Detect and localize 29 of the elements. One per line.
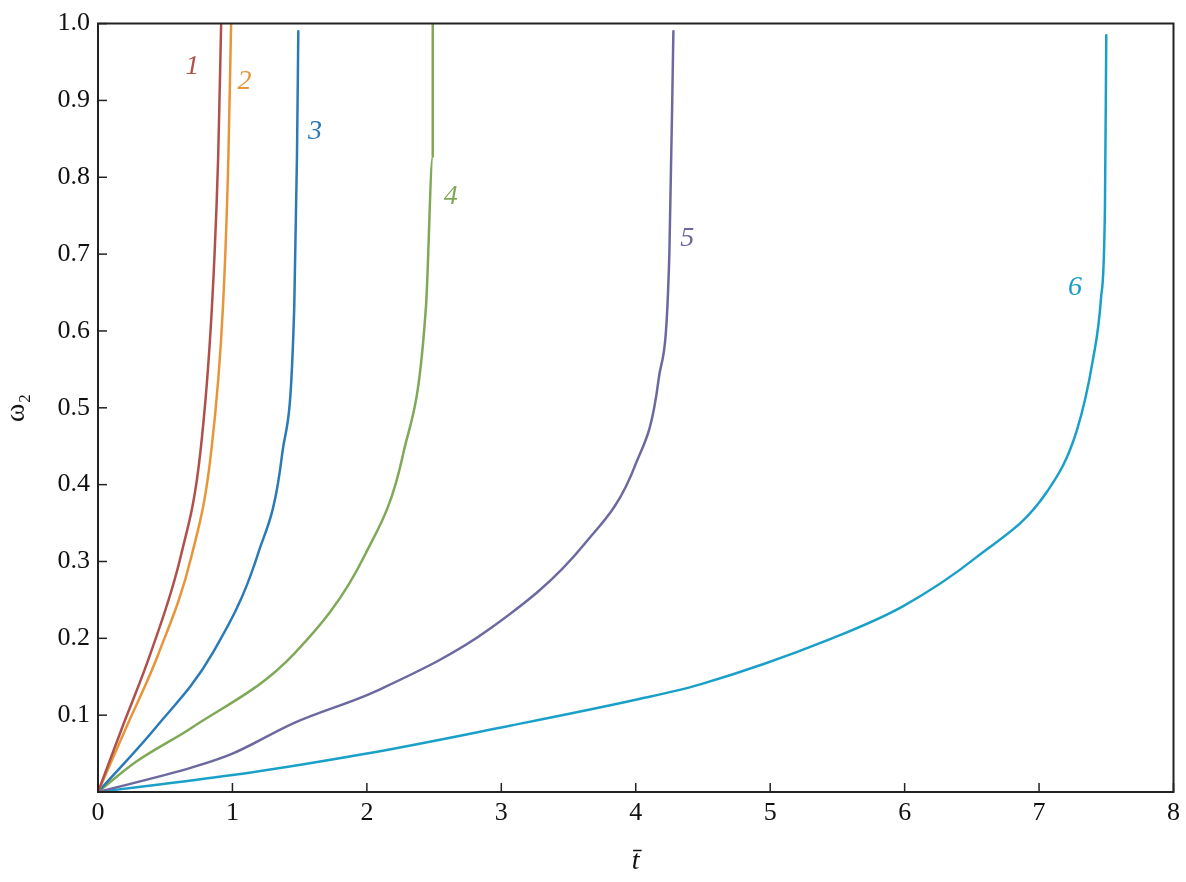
y-tick-label: 0.9	[57, 84, 90, 114]
y-tick-label: 0.6	[57, 314, 90, 344]
y-tick-label: 0.4	[57, 468, 90, 498]
x-tick-label: 1	[225, 797, 239, 827]
y-tick-label: 0.2	[57, 622, 90, 652]
series-label: 5	[680, 221, 695, 253]
y-tick-label: 0.3	[57, 545, 90, 575]
x-tick-label: 0	[91, 797, 105, 827]
y-tick-label: 0.5	[57, 391, 90, 421]
y-tick-label: 0.8	[57, 161, 90, 191]
y-tick-label: 1.0	[57, 7, 90, 37]
series-label: 4	[443, 178, 458, 210]
x-tick-label: 7	[1032, 797, 1046, 827]
series-label: 1	[185, 48, 200, 80]
x-tick-label: 8	[1167, 797, 1180, 827]
y-axis-title: ω₂	[0, 393, 31, 422]
series-label: 6	[1067, 270, 1082, 302]
x-tick-label: 6	[898, 797, 912, 827]
x-tick-label: 2	[360, 797, 374, 827]
line-series	[98, 30, 300, 792]
x-tick-label: 4	[629, 797, 643, 827]
y-tick-label: 0.7	[57, 237, 90, 267]
y-tick-label: 0.1	[57, 698, 90, 728]
x-tick-label: 5	[763, 797, 777, 827]
series-label: 3	[306, 113, 322, 145]
line-series	[98, 23, 434, 792]
x-axis-title: t̄	[631, 843, 642, 875]
series-label: 2	[237, 63, 252, 95]
x-tick-label: 3	[494, 797, 508, 827]
